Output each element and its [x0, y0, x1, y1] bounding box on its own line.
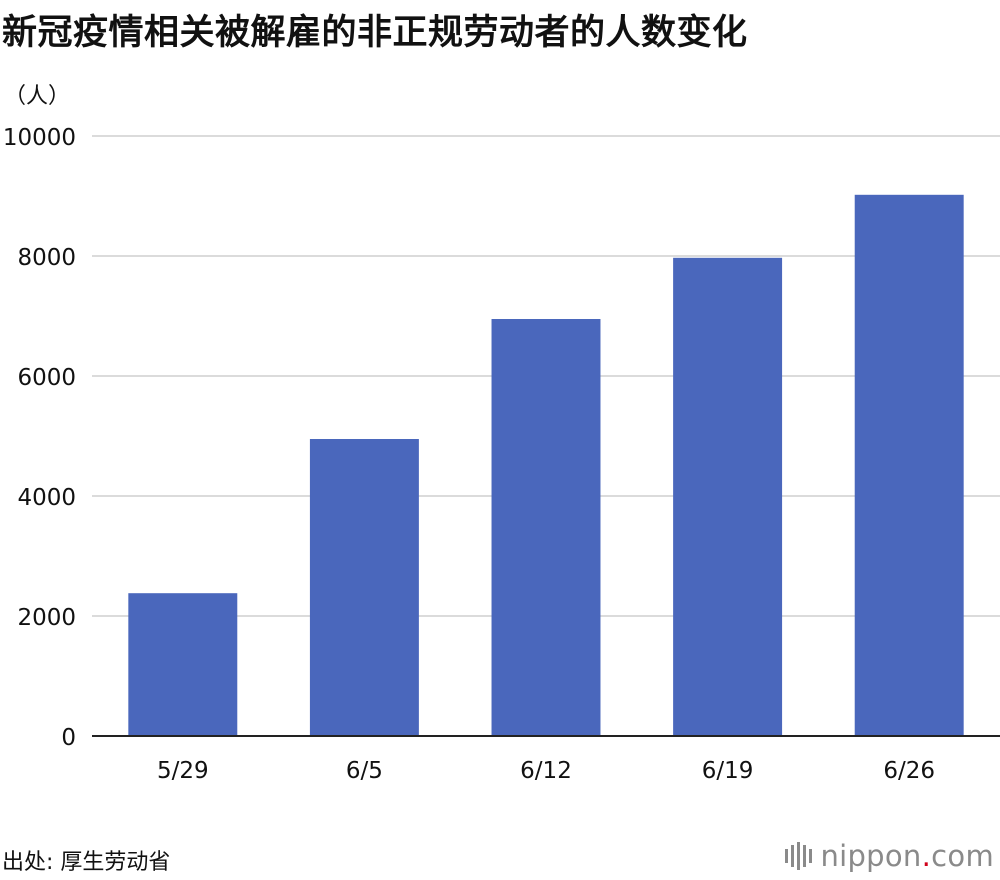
- x-tick-label: 6/5: [346, 758, 383, 784]
- y-tick-label: 8000: [17, 245, 76, 271]
- bar: [491, 319, 601, 736]
- source-label: 出处: 厚生劳动省: [2, 850, 171, 875]
- y-axis-unit-label: （人）: [4, 84, 71, 109]
- y-tick-label: 4000: [17, 485, 76, 511]
- bar: [309, 439, 419, 736]
- logo-tld: com: [931, 839, 994, 873]
- x-tick-label: 6/26: [883, 758, 935, 784]
- y-tick-label: 0: [61, 725, 76, 751]
- y-tick-label: 2000: [17, 605, 76, 631]
- y-tick-label: 6000: [17, 365, 76, 391]
- logo-name: nippon: [820, 839, 922, 873]
- bar-chart: 0 2000 4000 6000 8000 10000 5/29 6/5 6/12 6/19 6/2…: [3, 125, 1000, 784]
- y-tick-label: 10000: [3, 125, 76, 151]
- logo-dot: .: [921, 839, 932, 873]
- logo-bars-icon: [785, 842, 813, 870]
- bar: [128, 593, 238, 736]
- bar: [673, 257, 783, 736]
- bar: [854, 194, 964, 737]
- chart-title: 新冠疫情相关被解雇的非正规劳动者的人数变化: [2, 13, 748, 53]
- nippon-com-logo: nippon.com: [785, 838, 994, 874]
- x-tick-label: 6/12: [520, 758, 572, 784]
- x-tick-label: 6/19: [702, 758, 754, 784]
- x-tick-label: 5/29: [157, 758, 209, 784]
